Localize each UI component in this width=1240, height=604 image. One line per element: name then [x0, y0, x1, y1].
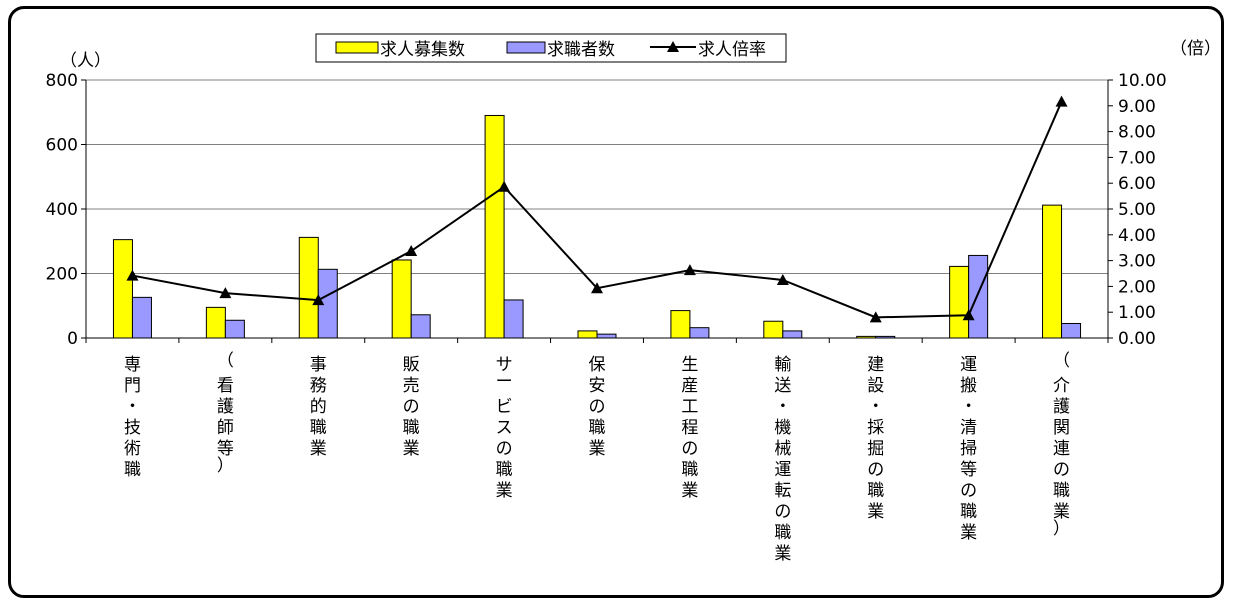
bar-seeker [597, 334, 616, 338]
bar-seeker [1062, 323, 1081, 338]
legend: 求人募集数 求職者数 求人倍率 [316, 34, 786, 62]
bar-recruit [392, 260, 411, 338]
bar-recruit [1043, 205, 1062, 338]
bar-seeker [132, 297, 151, 338]
right-tick-label: 5.00 [1118, 200, 1156, 220]
bar-recruit [113, 240, 132, 338]
category-label: サービスの職業 [496, 355, 513, 501]
right-tick-label: 10.00 [1118, 71, 1167, 91]
legend-label-ratio: 求人倍率 [698, 40, 766, 60]
category-label: 建設・採掘の職業 [867, 355, 884, 522]
bar-recruit [578, 331, 597, 338]
left-axis-unit: （人） [60, 51, 111, 71]
category-label: 輸送・機械運転の職業 [774, 355, 791, 564]
right-axis-unit: （倍） [1170, 39, 1221, 59]
category-label: （介護関連の職業） [1053, 351, 1070, 539]
ratio-point [1056, 96, 1068, 107]
bar-recruit [206, 307, 225, 338]
right-tick-label: 6.00 [1118, 174, 1156, 194]
bar-recruit [485, 115, 504, 338]
legend-label-recruit: 求人募集数 [380, 40, 465, 60]
category-label: （看護師等） [217, 351, 234, 476]
left-tick-label: 0 [67, 329, 78, 349]
left-tick-label: 600 [46, 136, 78, 156]
bar-recruit [671, 311, 690, 338]
bar-seeker [504, 300, 523, 338]
category-label: 専門・技術職 [124, 355, 141, 480]
ratio-point [405, 245, 417, 256]
left-tick-label: 400 [46, 200, 78, 220]
legend-label-seeker: 求職者数 [547, 40, 615, 60]
bar-seeker [969, 255, 988, 338]
category-label: 販売の職業 [403, 355, 420, 459]
right-tick-label: 3.00 [1118, 252, 1156, 272]
right-tick-label: 4.00 [1118, 226, 1156, 246]
legend-swatch-seeker [507, 42, 545, 53]
category-label: 保安の職業 [589, 355, 606, 459]
left-tick-label: 200 [46, 265, 78, 285]
bar-seeker [411, 315, 430, 338]
left-tick-label: 800 [46, 71, 78, 91]
right-tick-label: 0.00 [1118, 329, 1156, 349]
category-label: 事務的職業 [310, 355, 327, 459]
bar-series [113, 115, 1080, 338]
bar-seeker [783, 331, 802, 338]
right-tick-label: 1.00 [1118, 303, 1156, 323]
right-tick-label: 7.00 [1118, 148, 1156, 168]
bar-seeker [225, 320, 244, 338]
bar-recruit [764, 321, 783, 338]
bar-recruit [299, 237, 318, 338]
category-label: 運搬・清掃等の職業 [960, 355, 977, 543]
bar-recruit [950, 266, 969, 338]
right-tick-label: 8.00 [1118, 123, 1156, 143]
legend-swatch-recruit [336, 42, 378, 53]
right-tick-label: 9.00 [1118, 97, 1156, 117]
bar-seeker [690, 328, 709, 338]
category-label: 生産工程の職業 [681, 355, 698, 501]
right-tick-label: 2.00 [1118, 277, 1156, 297]
